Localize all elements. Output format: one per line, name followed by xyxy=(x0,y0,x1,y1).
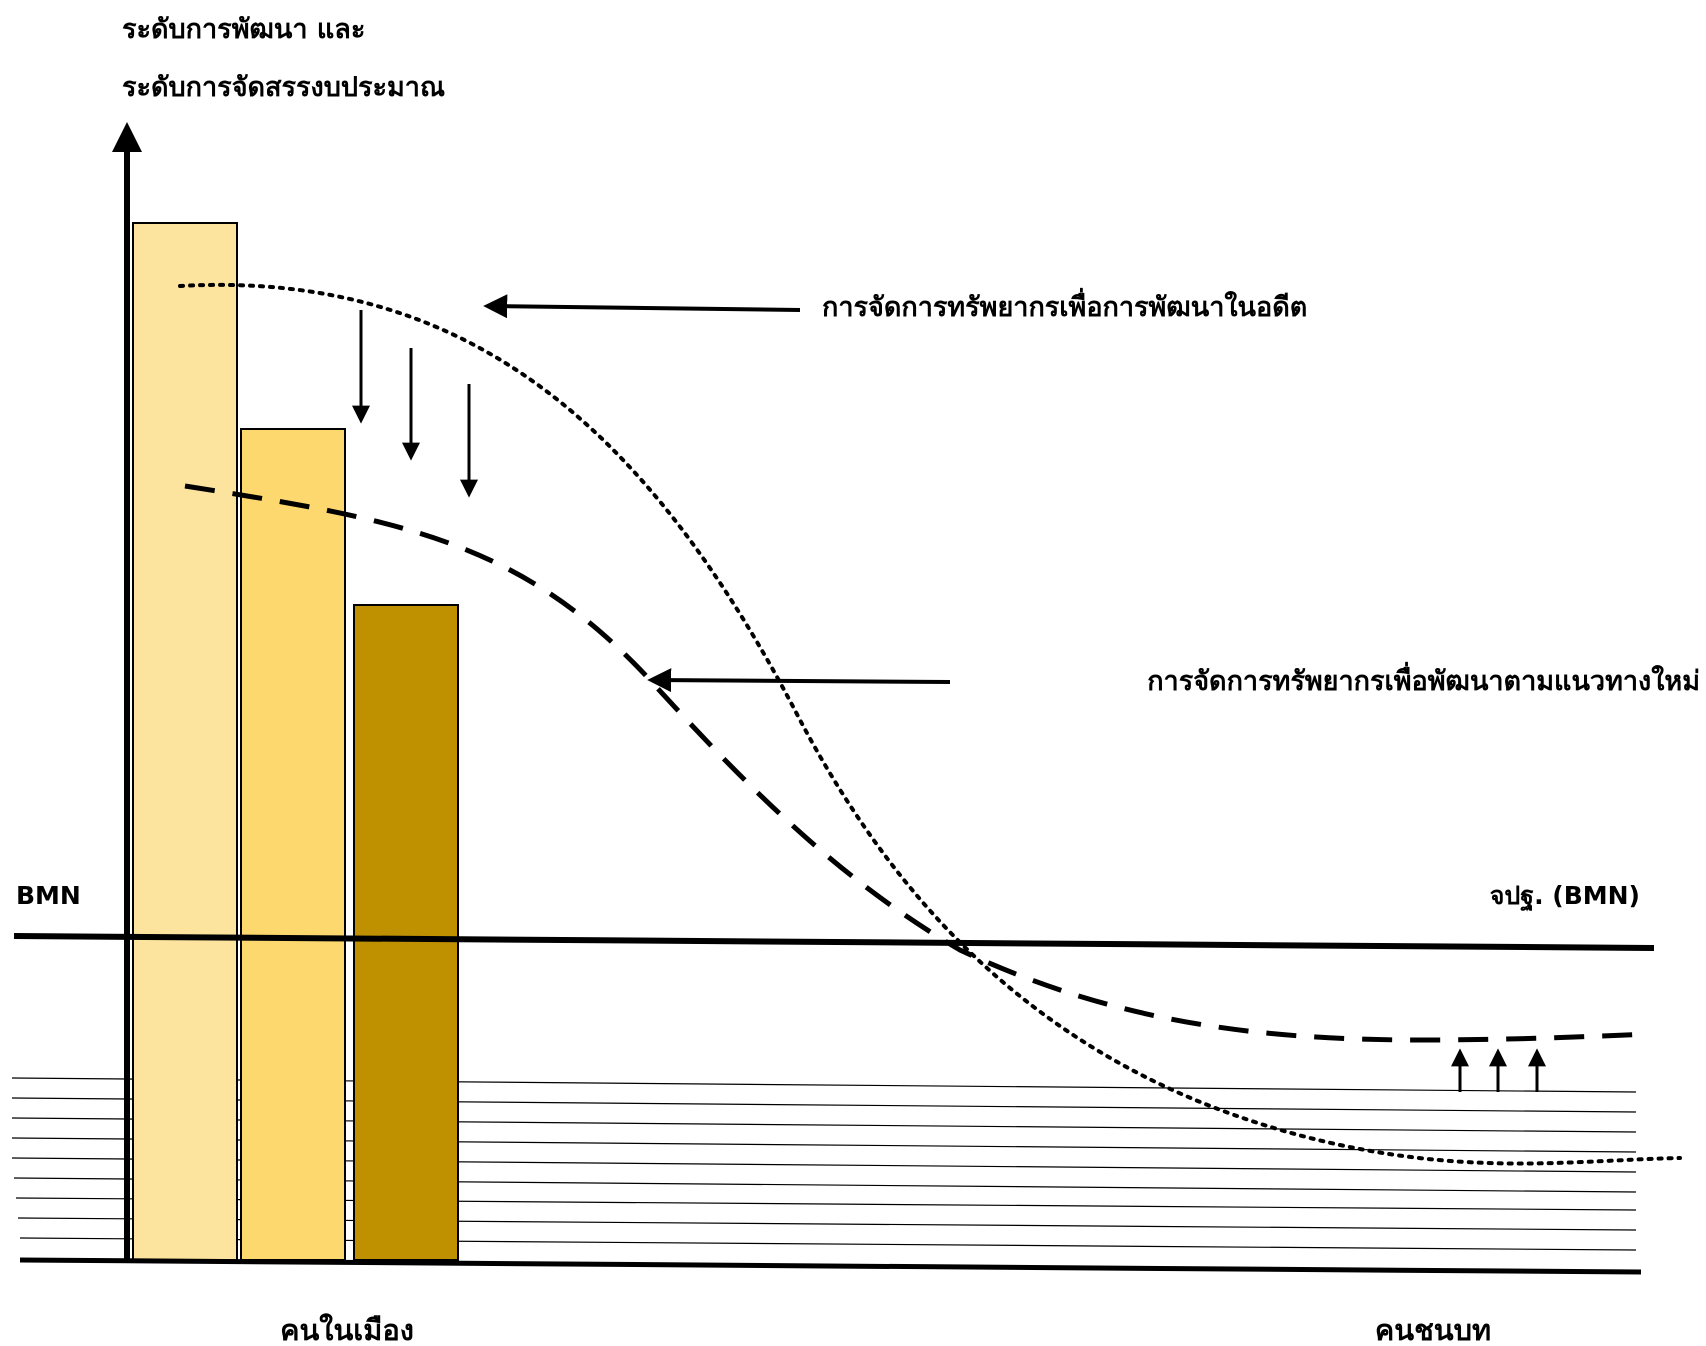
budget-bars xyxy=(132,222,459,1261)
bmn-label-right: จปฐ. (BMN) xyxy=(1490,881,1640,912)
new-approach-curve xyxy=(184,483,1651,1043)
bar-past-allocation xyxy=(132,222,238,1261)
bar-middle-allocation xyxy=(240,428,346,1261)
past-development-curve xyxy=(178,282,1682,1166)
bmn-label-left: BMN xyxy=(16,881,81,910)
y-axis-title-line-2: ระดับการจัดสรรงบประมาณ xyxy=(122,72,445,103)
y-axis-title-line-1: ระดับการพัฒนา และ xyxy=(122,14,365,45)
past-approach-label: การจัดการทรัพยากรเพื่อการพัฒนาในอดีต xyxy=(822,287,1307,323)
new-annotation-arrow xyxy=(647,668,951,693)
x-axis-baseline xyxy=(19,1257,1642,1275)
urban-people-label: คนในเมือง xyxy=(280,1313,414,1346)
new-approach-label: การจัดการทรัพยากรเพื่อพัฒนาตามแนวทางใหม่ xyxy=(1147,661,1700,697)
bmn-threshold-line xyxy=(13,933,1655,951)
reduction-arrows xyxy=(352,310,478,498)
uplift-arrows xyxy=(1451,1048,1546,1092)
past-annotation-arrow xyxy=(483,294,801,319)
rural-people-label: คนชนบท xyxy=(1375,1313,1491,1346)
bar-new-allocation xyxy=(353,604,459,1261)
